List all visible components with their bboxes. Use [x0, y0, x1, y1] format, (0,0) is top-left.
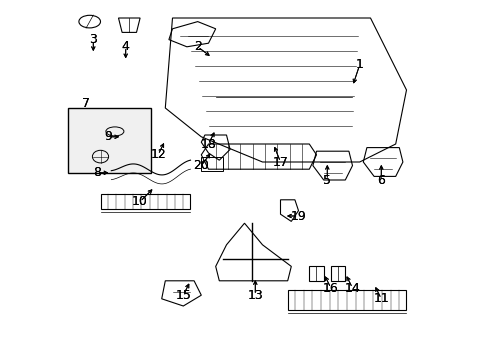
- Text: 13: 13: [247, 289, 263, 302]
- Text: 18: 18: [200, 138, 216, 150]
- Text: 6: 6: [377, 174, 385, 186]
- Text: 2: 2: [193, 40, 201, 53]
- Text: 15: 15: [175, 289, 191, 302]
- Text: 19: 19: [290, 210, 306, 222]
- Bar: [68, 108, 151, 173]
- Text: 20: 20: [193, 159, 209, 172]
- Text: 14: 14: [344, 282, 360, 294]
- Text: 1: 1: [355, 58, 363, 71]
- Text: 4: 4: [122, 40, 129, 53]
- Text: 8: 8: [93, 166, 101, 179]
- Text: 9: 9: [103, 130, 111, 143]
- Text: 16: 16: [323, 282, 338, 294]
- Text: 10: 10: [132, 195, 148, 208]
- Text: 8: 8: [93, 166, 101, 179]
- Text: 3: 3: [89, 33, 97, 46]
- Text: 18: 18: [200, 138, 216, 150]
- Text: 12: 12: [150, 148, 165, 161]
- Text: 16: 16: [323, 282, 338, 294]
- Text: 11: 11: [373, 292, 388, 305]
- Bar: [101, 194, 190, 209]
- Text: 5: 5: [323, 174, 331, 186]
- Text: 15: 15: [175, 289, 191, 302]
- Text: 1: 1: [355, 58, 363, 71]
- Text: 13: 13: [247, 289, 263, 302]
- Text: 5: 5: [323, 174, 331, 186]
- Text: 4: 4: [122, 40, 129, 53]
- Text: 2: 2: [193, 40, 201, 53]
- Text: 3: 3: [89, 33, 97, 46]
- Bar: [287, 290, 406, 310]
- Text: 17: 17: [272, 156, 288, 168]
- Text: 6: 6: [377, 174, 385, 186]
- Text: 7: 7: [82, 97, 90, 110]
- Text: 14: 14: [344, 282, 360, 294]
- Text: 20: 20: [193, 159, 209, 172]
- Text: 10: 10: [132, 195, 148, 208]
- Text: 17: 17: [272, 156, 288, 168]
- Text: 7: 7: [82, 97, 90, 110]
- Text: 9: 9: [103, 130, 111, 143]
- Text: 19: 19: [290, 210, 306, 222]
- Text: 12: 12: [150, 148, 165, 161]
- Text: 11: 11: [373, 292, 388, 305]
